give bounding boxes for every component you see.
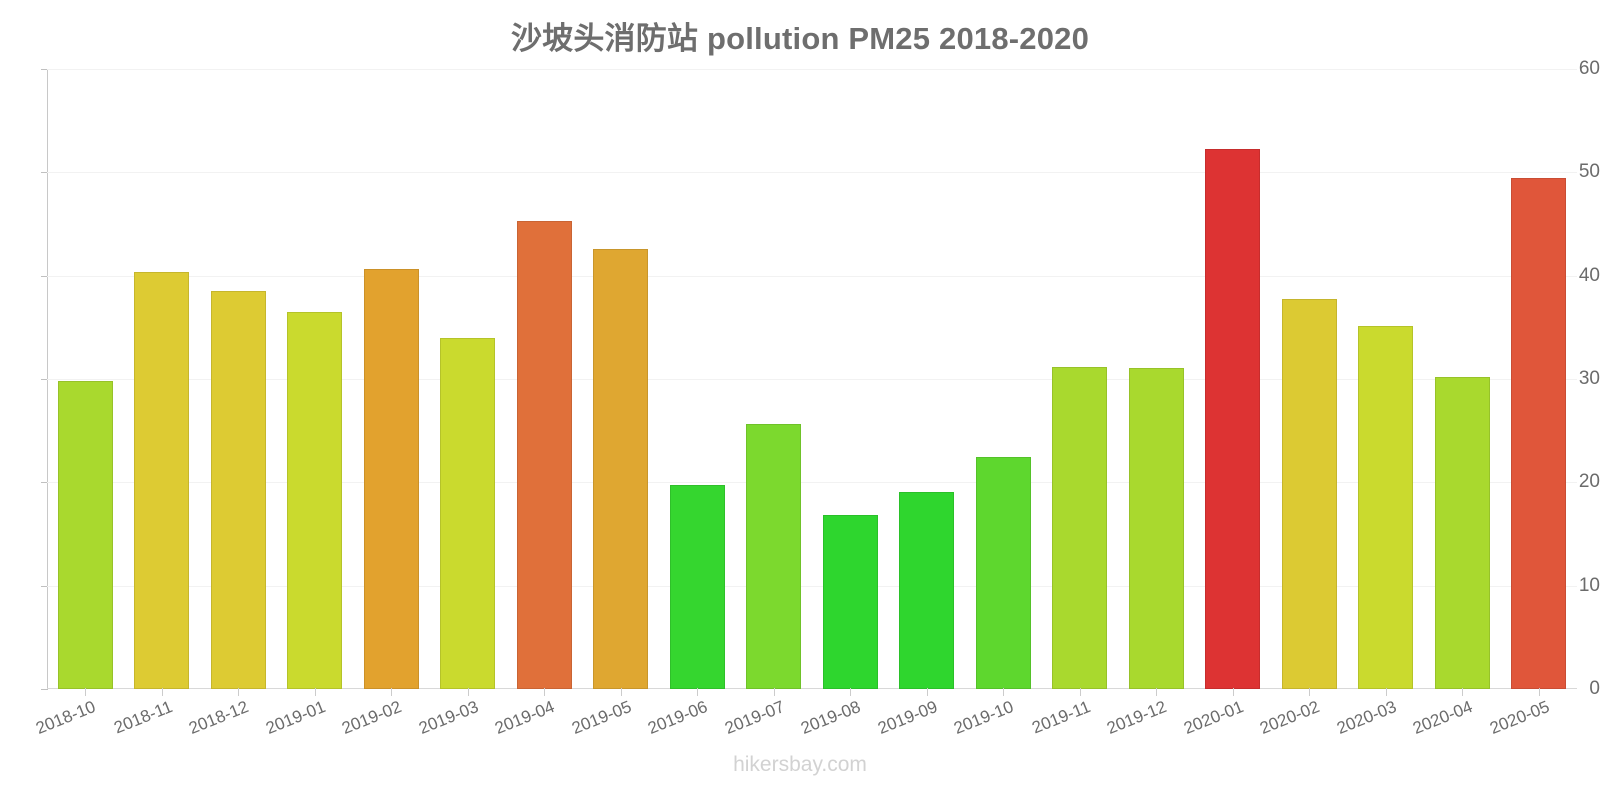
bar[interactable] [1205, 148, 1261, 689]
x-tick-label: 2019-09 [874, 697, 940, 738]
gridline [47, 379, 1577, 380]
x-tick-label: 2020-04 [1410, 697, 1476, 738]
x-tick-mark [1309, 688, 1311, 696]
source-watermark: hikersbay.com [733, 753, 867, 776]
y-tick-mark [41, 585, 48, 587]
x-tick-label: 2019-04 [492, 697, 558, 738]
x-tick-mark [391, 688, 393, 696]
x-tick-mark [314, 688, 316, 696]
bar[interactable] [1511, 177, 1567, 689]
bar[interactable] [822, 515, 878, 689]
x-tick-mark [1462, 688, 1464, 696]
bar[interactable] [669, 485, 725, 689]
bar[interactable] [975, 456, 1031, 689]
x-axis-line [47, 688, 1577, 689]
bar[interactable] [440, 337, 496, 689]
y-tick-label: 50 [1578, 161, 1600, 183]
x-tick-mark [467, 688, 469, 696]
x-tick-label: 2020-01 [1180, 697, 1246, 738]
x-tick-label: 2018-10 [33, 697, 99, 738]
x-tick-label: 2019-10 [951, 697, 1017, 738]
x-tick-mark [620, 688, 622, 696]
x-tick-label: 2018-11 [111, 697, 175, 738]
bar[interactable] [1281, 299, 1337, 689]
y-tick-label: 0 [1589, 678, 1600, 699]
y-tick-mark [41, 275, 48, 277]
x-tick-label: 2019-07 [721, 697, 787, 738]
bar[interactable] [593, 248, 649, 689]
x-tick-label: 2020-02 [1257, 697, 1323, 738]
x-tick-label: 2019-06 [645, 697, 711, 738]
x-tick-label: 2019-03 [415, 697, 481, 738]
y-tick-mark [41, 689, 48, 690]
y-tick-mark [41, 482, 48, 484]
bar[interactable] [134, 271, 190, 689]
x-tick-mark [1079, 688, 1081, 696]
gridline [47, 69, 1577, 70]
bar[interactable] [363, 269, 419, 689]
y-tick-label: 10 [1578, 574, 1600, 596]
bar[interactable] [746, 424, 802, 689]
gridline [47, 585, 1577, 587]
bar[interactable] [516, 220, 572, 689]
x-tick-mark [544, 688, 546, 696]
x-tick-label: 2019-11 [1029, 697, 1093, 738]
bar[interactable] [210, 291, 266, 689]
x-tick-label: 2018-12 [186, 697, 252, 738]
x-tick-mark [850, 688, 852, 696]
x-tick-mark [1385, 688, 1387, 696]
bar[interactable] [1128, 367, 1184, 689]
bar[interactable] [1358, 326, 1414, 689]
gridline [47, 482, 1577, 484]
x-tick-mark [238, 688, 240, 696]
x-tick-mark [1156, 688, 1158, 696]
plot-area [47, 69, 1577, 689]
x-tick-mark [1003, 688, 1005, 696]
y-tick-label: 60 [1578, 58, 1600, 79]
x-tick-label: 2019-05 [568, 697, 634, 738]
bar[interactable] [1434, 376, 1490, 689]
y-tick-label: 30 [1578, 368, 1600, 389]
bar[interactable] [1052, 366, 1108, 689]
y-tick-mark [41, 172, 48, 174]
x-tick-label: 2020-05 [1486, 697, 1552, 738]
x-tick-mark [926, 688, 928, 696]
x-tick-label: 2019-01 [262, 697, 328, 738]
x-tick-label: 2019-08 [798, 697, 864, 738]
x-tick-label: 2019-12 [1104, 697, 1170, 738]
y-tick-mark [41, 379, 48, 380]
x-tick-mark [161, 688, 163, 696]
x-tick-label: 2020-03 [1333, 697, 1399, 738]
x-tick-mark [85, 688, 87, 696]
bar[interactable] [57, 381, 113, 689]
x-tick-mark [1538, 688, 1540, 696]
gridline [47, 275, 1577, 277]
bar[interactable] [899, 491, 955, 689]
x-tick-mark [697, 688, 699, 696]
y-tick-mark [41, 69, 48, 70]
chart-title: 沙坡头消防站 pollution PM25 2018-2020 [510, 21, 1090, 56]
bar[interactable] [287, 311, 343, 689]
y-tick-label: 40 [1578, 264, 1600, 286]
gridline [47, 172, 1577, 174]
x-tick-mark [773, 688, 775, 696]
x-tick-mark [1232, 688, 1234, 696]
y-tick-label: 20 [1578, 471, 1600, 493]
x-tick-label: 2019-02 [339, 697, 405, 738]
